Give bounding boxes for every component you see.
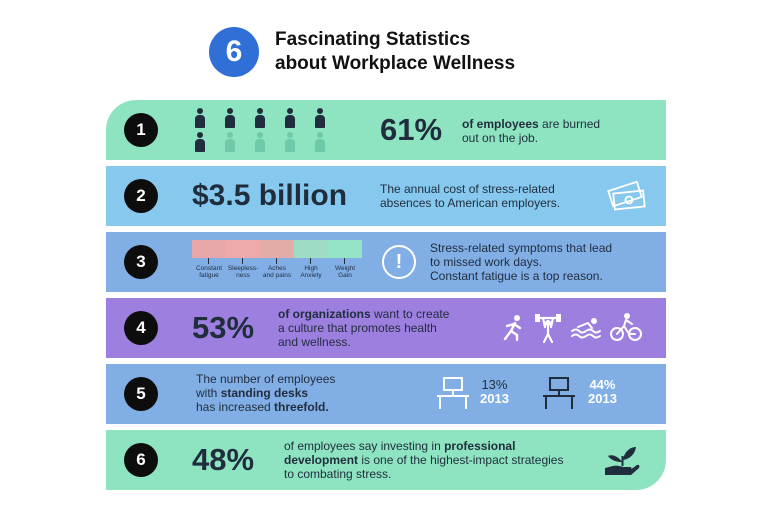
scale-segment xyxy=(294,240,328,258)
cycling-icon xyxy=(610,313,642,341)
scale-segment xyxy=(192,240,226,258)
person-icon xyxy=(313,108,327,128)
scale-ticks xyxy=(192,258,362,264)
person-icon xyxy=(313,132,327,152)
alert-icon: ! xyxy=(382,245,416,279)
stat-description: Stress-related symptoms that lead to mis… xyxy=(430,241,613,283)
stat-description: The number of employees with standing de… xyxy=(196,372,336,414)
stat-value: 53% xyxy=(192,310,255,345)
scale-segment xyxy=(328,240,362,258)
header-number-badge: 6 xyxy=(209,27,259,77)
person-icon xyxy=(253,132,267,152)
scale-label: High Anxiety xyxy=(300,265,322,279)
stat-description: of employees are burned out on the job. xyxy=(462,117,601,145)
scale-segment xyxy=(226,240,260,258)
person-icon xyxy=(253,108,267,128)
swimming-icon xyxy=(571,318,601,339)
stat-number-badge: 3 xyxy=(124,245,158,279)
stat-number-badge: 2 xyxy=(124,179,158,213)
person-icon xyxy=(223,132,237,152)
stat-panel-1: 1 61% of employees are burned out on the… xyxy=(106,100,666,160)
stat-number-badge: 5 xyxy=(124,377,158,411)
stat-description: of employees say investing in profession… xyxy=(284,439,564,481)
person-icon xyxy=(223,108,237,128)
desk-stat-before: 13% 2013 xyxy=(480,377,509,406)
stat-panel-2: 2 $3.5 billion The annual cost of stress… xyxy=(106,166,666,226)
person-icon xyxy=(283,108,297,128)
plant-in-hand-icon xyxy=(605,447,640,475)
stat-value: 61% xyxy=(380,112,443,147)
scale-label: Constant fatigue xyxy=(195,265,223,279)
person-icon xyxy=(193,108,207,128)
scale-label: Sleepless-ness xyxy=(227,265,259,279)
stat-panel-3: 3 Constant fatigue Sleepless-ness Aches an… xyxy=(106,232,666,292)
running-icon xyxy=(503,315,522,342)
weightlifting-icon xyxy=(535,314,561,344)
stat-panel-4: 4 53% of organizations want to create a … xyxy=(106,298,666,358)
stat-number-badge: 4 xyxy=(124,311,158,345)
infographic-header: 6 Fascinating Statistics about Workplace… xyxy=(209,22,595,82)
scale-label: Aches and pains xyxy=(262,265,292,279)
scale-segment xyxy=(260,240,294,258)
person-icon xyxy=(283,132,297,152)
title-line-1: Fascinating Statistics xyxy=(275,29,471,50)
stat-description: of organizations want to create a cultur… xyxy=(278,307,450,349)
people-icon xyxy=(193,108,343,152)
stat-panel-5: 5 The number of employees with standing … xyxy=(106,364,666,424)
stat-value: $3.5 billion xyxy=(192,179,348,212)
standing-desk-icon xyxy=(543,377,575,409)
person-icon xyxy=(193,132,207,152)
title-line-2: about Workplace Wellness xyxy=(275,53,516,74)
stat-number-badge: 6 xyxy=(124,443,158,477)
symptom-scale-bar xyxy=(192,240,362,258)
money-icon xyxy=(607,180,646,211)
stat-description: The annual cost of stress-related absenc… xyxy=(380,182,561,210)
stat-panel-6: 6 48% of employees say investing in prof… xyxy=(106,430,666,490)
standing-desk-icon xyxy=(437,377,469,409)
stat-number-badge: 1 xyxy=(124,113,158,147)
stat-value: 48% xyxy=(192,442,255,477)
page-title: Fascinating Statistics about Workplace W… xyxy=(275,28,595,76)
scale-labels: Constant fatigue Sleepless-ness Aches and … xyxy=(192,265,362,279)
desk-stat-after: 44% 2013 xyxy=(588,377,617,406)
scale-label: Weight Gain xyxy=(334,265,356,279)
